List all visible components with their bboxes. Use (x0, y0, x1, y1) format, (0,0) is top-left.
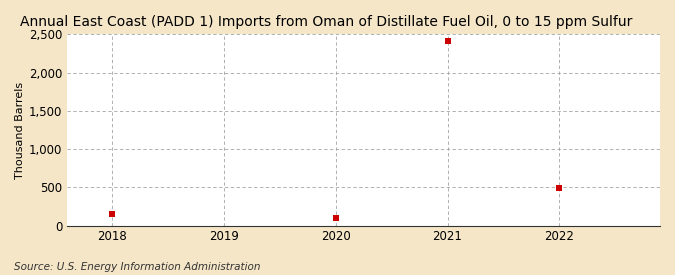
Y-axis label: Thousand Barrels: Thousand Barrels (15, 81, 25, 178)
Text: Annual East Coast (PADD 1) Imports from Oman of Distillate Fuel Oil, 0 to 15 ppm: Annual East Coast (PADD 1) Imports from … (20, 15, 632, 29)
Text: Source: U.S. Energy Information Administration: Source: U.S. Energy Information Administ… (14, 262, 260, 272)
